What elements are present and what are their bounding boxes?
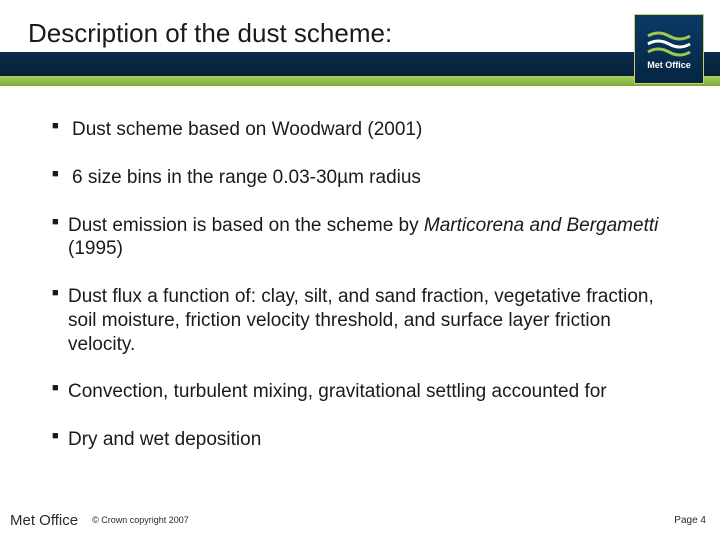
header-stripe-dark bbox=[0, 52, 720, 76]
bullet-item: Dust flux a function of: clay, silt, and… bbox=[50, 285, 670, 356]
bullet-item: Dust emission is based on the scheme by … bbox=[50, 214, 670, 262]
footer-org: Met Office bbox=[10, 512, 78, 529]
slide-content: Dust scheme based on Woodward (2001) 6 s… bbox=[0, 90, 720, 452]
logo-waves-icon bbox=[646, 28, 692, 58]
bullet-item: 6 size bins in the range 0.03-30µm radiu… bbox=[50, 166, 670, 190]
slide-header: Description of the dust scheme: Met Offi… bbox=[0, 0, 720, 90]
bullet-item: Dust scheme based on Woodward (2001) bbox=[50, 118, 670, 142]
met-office-logo: Met Office bbox=[634, 14, 704, 84]
bullet-item: Dry and wet deposition bbox=[50, 428, 670, 452]
slide-footer: Met Office © Crown copyright 2007 Page 4 bbox=[0, 510, 720, 530]
logo-text: Met Office bbox=[647, 60, 691, 70]
header-stripe-green bbox=[0, 76, 720, 86]
footer-copyright: © Crown copyright 2007 bbox=[92, 515, 189, 525]
slide-title: Description of the dust scheme: bbox=[28, 18, 392, 49]
bullet-item: Convection, turbulent mixing, gravitatio… bbox=[50, 380, 670, 404]
bullet-list: Dust scheme based on Woodward (2001) 6 s… bbox=[50, 118, 670, 452]
footer-page-number: Page 4 bbox=[674, 515, 706, 526]
